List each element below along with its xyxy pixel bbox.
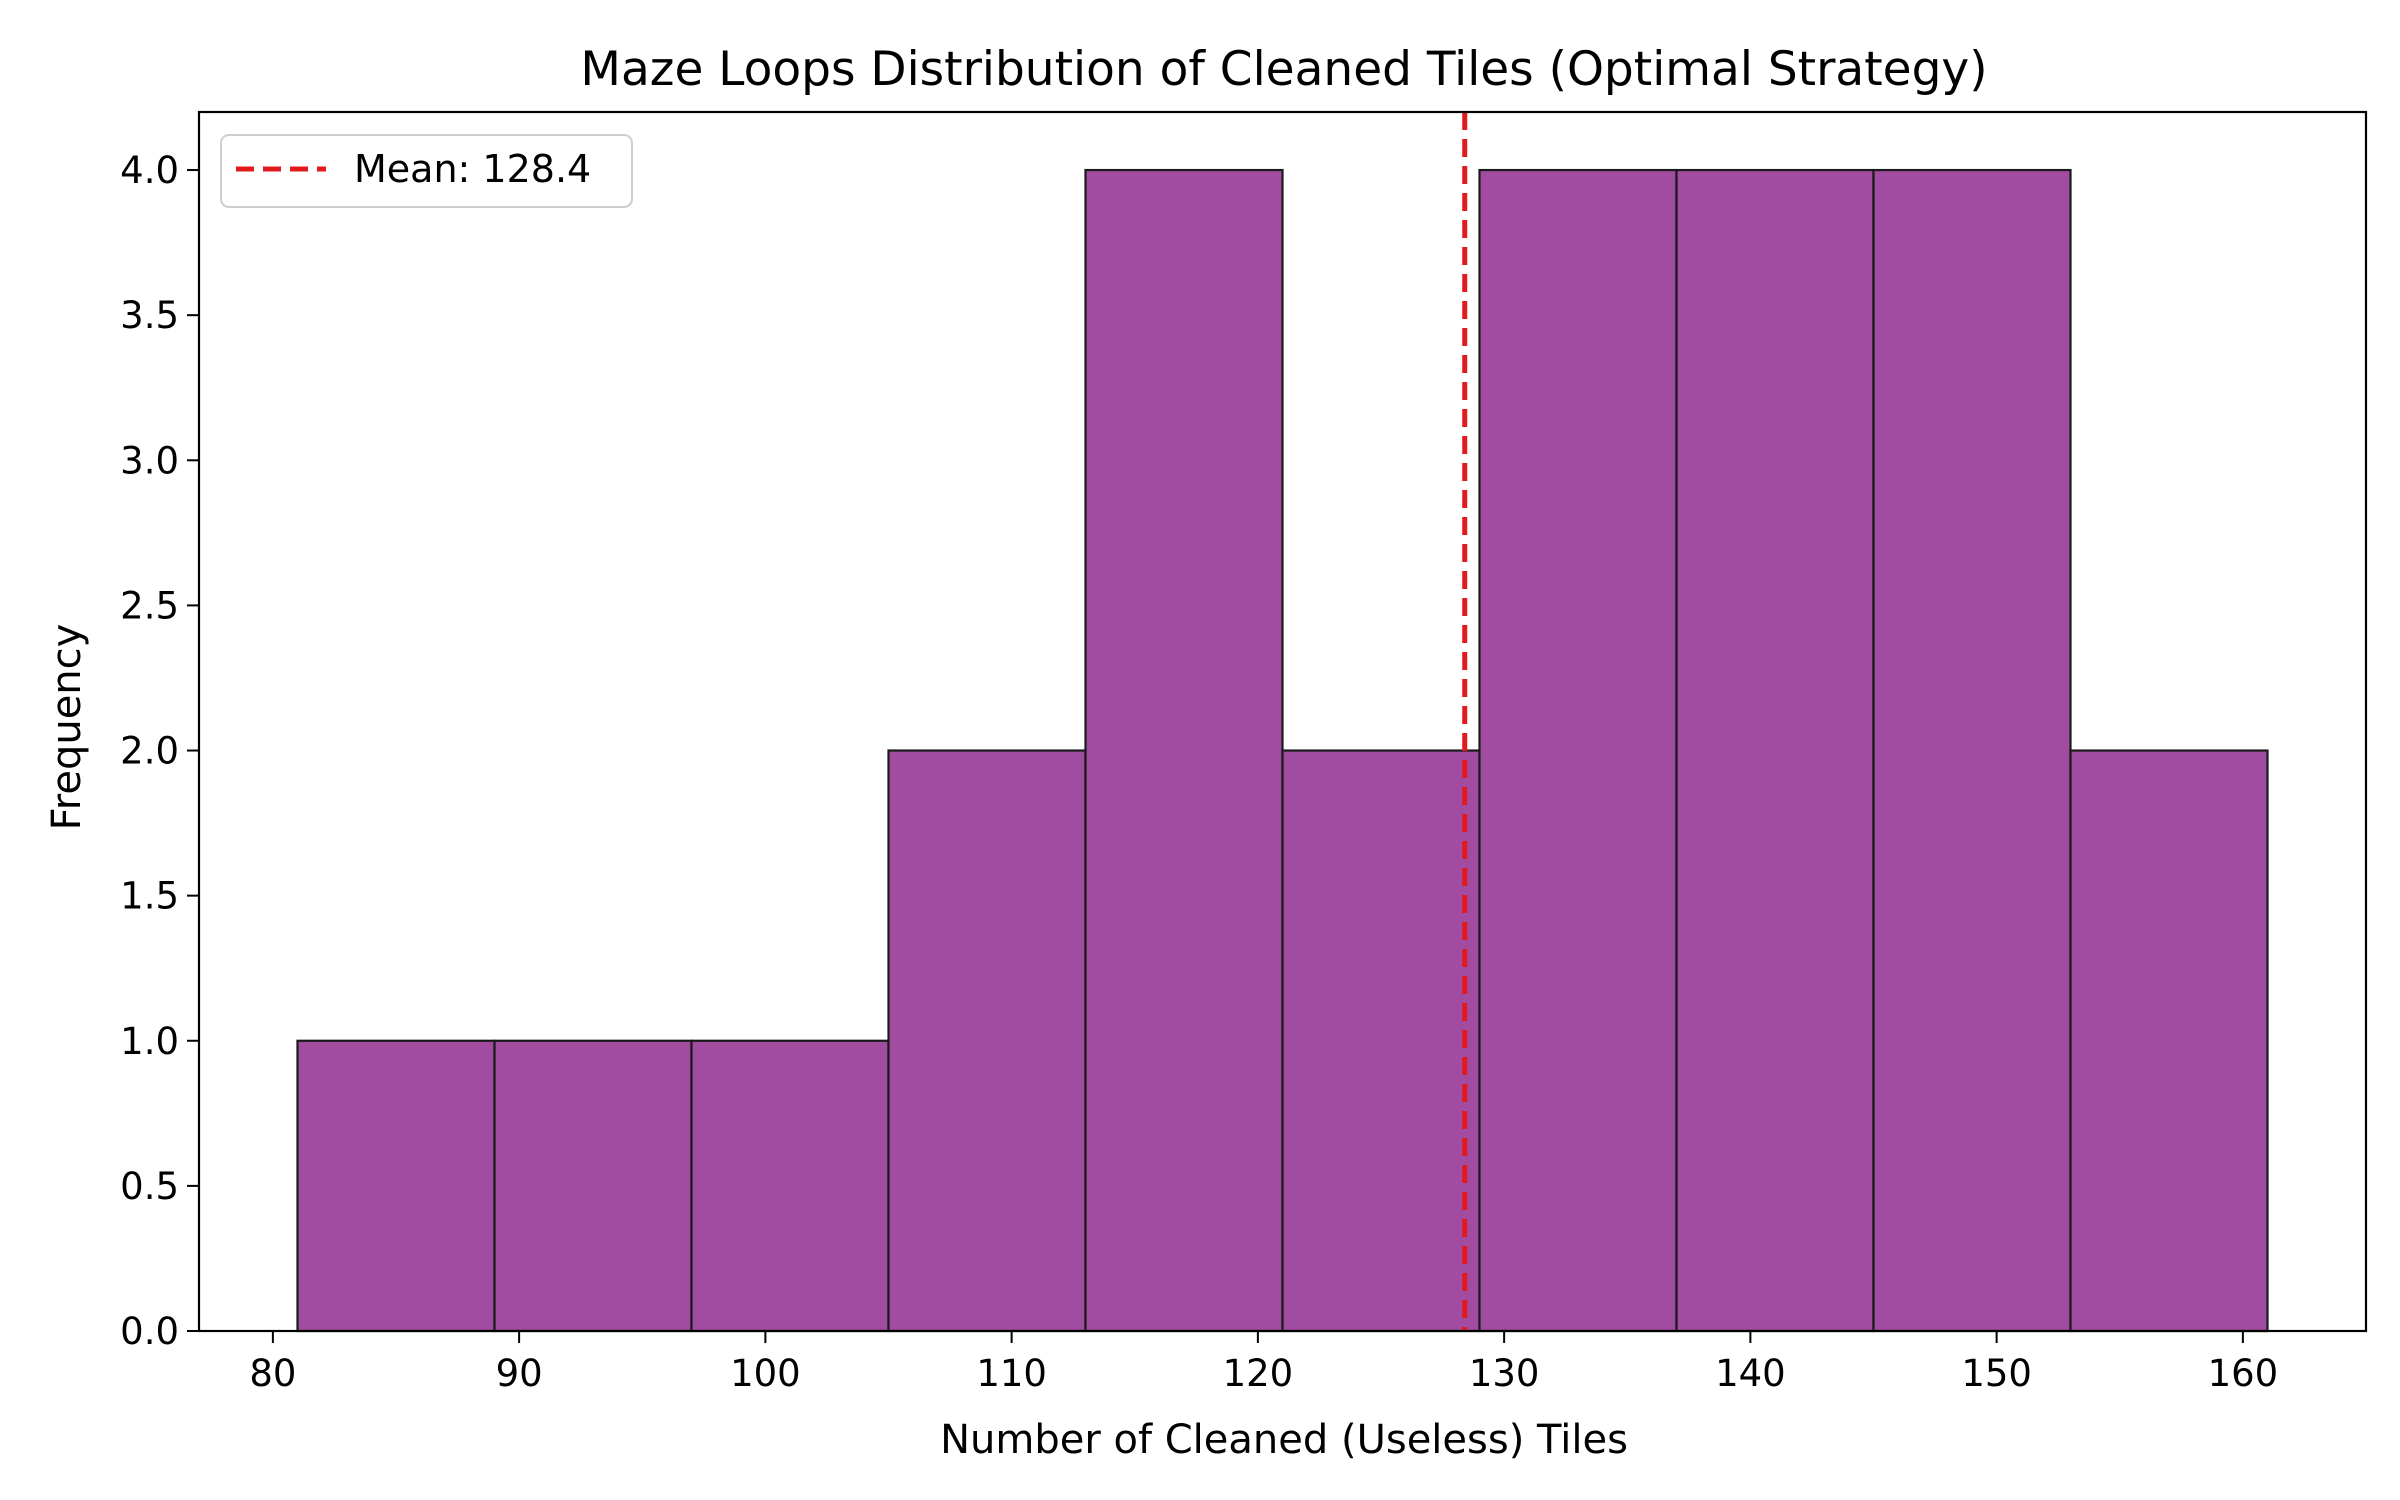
histogram-bar <box>2069 749 2269 1333</box>
y-tick-label: 3.0 <box>120 439 179 482</box>
histogram-bars <box>296 168 2269 1333</box>
y-axis-label: Frequency <box>44 624 90 831</box>
y-tick-label: 2.5 <box>120 584 179 627</box>
x-tick-label: 160 <box>2208 1352 2279 1395</box>
histogram-bar <box>296 1039 496 1333</box>
y-axis-ticks: 0.0 0.5 1.0 1.5 2.0 2.5 3.0 3.5 4.0 <box>120 149 199 1353</box>
y-tick-label: 0.5 <box>120 1165 179 1208</box>
histogram-bar <box>1281 749 1481 1333</box>
x-tick-label: 130 <box>1469 1352 1540 1395</box>
x-tick-label: 80 <box>249 1352 296 1395</box>
y-tick-label: 2.0 <box>120 730 179 773</box>
histogram-bar <box>690 1039 890 1333</box>
histogram-bar <box>1478 168 1678 1333</box>
chart-legend: Mean: 128.4 <box>220 134 633 208</box>
y-tick-label: 3.5 <box>120 294 179 337</box>
legend-mean-label: Mean: 128.4 <box>354 147 591 191</box>
x-tick-label: 140 <box>1715 1352 1786 1395</box>
histogram-bar <box>493 1039 693 1333</box>
y-tick-label: 1.5 <box>120 875 179 918</box>
x-axis-ticks: 80 90 100 110 120 130 140 150 160 <box>249 1331 2278 1395</box>
x-axis-label: Number of Cleaned (Useless) Tiles <box>940 1417 1628 1463</box>
x-tick-label: 110 <box>976 1352 1047 1395</box>
y-tick-label: 1.0 <box>120 1020 179 1063</box>
chart-title: Maze Loops Distribution of Cleaned Tiles… <box>580 42 1987 97</box>
y-tick-label: 4.0 <box>120 149 179 192</box>
plot-frame <box>197 110 2368 1333</box>
x-tick-label: 100 <box>730 1352 801 1395</box>
x-tick-label: 150 <box>1961 1352 2032 1395</box>
x-tick-label: 90 <box>496 1352 543 1395</box>
y-tick-label: 0.0 <box>120 1310 179 1353</box>
legend-box <box>220 134 633 208</box>
histogram-bar <box>1872 168 2072 1333</box>
x-tick-label: 120 <box>1223 1352 1294 1395</box>
histogram-bar <box>887 749 1087 1333</box>
histogram-bar <box>1084 168 1284 1333</box>
histogram-bar <box>1675 168 1875 1333</box>
